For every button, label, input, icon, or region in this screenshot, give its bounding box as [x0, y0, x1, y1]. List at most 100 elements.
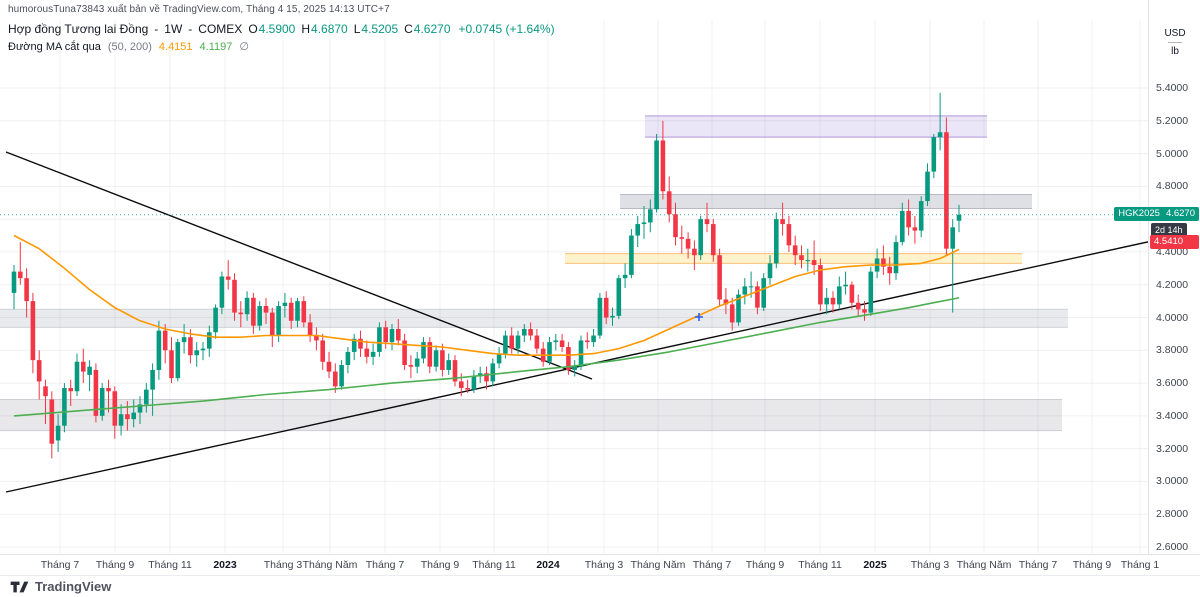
candle-body: [585, 340, 590, 343]
candle-body: [862, 309, 867, 313]
price-tick-label: 3.6000: [1156, 377, 1189, 390]
candle-body: [572, 366, 577, 370]
candle-body: [937, 132, 943, 138]
candle-body: [213, 307, 218, 333]
candle-body: [377, 327, 382, 352]
price-tick-label: 3.8000: [1156, 344, 1189, 357]
candle-body: [288, 302, 294, 321]
candle-body: [578, 340, 584, 367]
candle-body: [509, 335, 514, 349]
candle-body: [87, 366, 92, 375]
candle-body: [843, 284, 848, 287]
zone-support-3.40[interactable]: [0, 399, 1062, 431]
symbol-title: Hợp đồng Tương lai Đồng: [8, 22, 149, 36]
candle-body: [887, 266, 892, 274]
tradingview-logo-icon[interactable]: [10, 580, 29, 594]
candle-body: [194, 350, 199, 356]
candle-body: [320, 340, 325, 362]
candle-body: [818, 265, 823, 305]
symbol-legend[interactable]: Hợp đồng Tương lai Đồng - 1W - COMEX O 4.…: [8, 22, 555, 36]
ma50-line[interactable]: [13, 234, 960, 357]
time-axis[interactable]: Tháng 7 Tháng 9 Tháng 11 2023 Tháng 3 Tháng N…: [0, 554, 1159, 575]
zone-support-4.00[interactable]: [0, 309, 1068, 328]
candle-body: [918, 201, 924, 231]
candle-body: [251, 297, 256, 326]
price-tick-label: 3.0000: [1156, 475, 1189, 488]
candle-body: [717, 255, 722, 300]
price-tick-label: 2.8000: [1156, 508, 1189, 521]
candle-body: [414, 358, 420, 367]
ma-cross-value: ∅: [239, 41, 249, 53]
ohlc-open: O 4.5900: [248, 22, 296, 36]
candle-body: [931, 137, 937, 172]
candle-body: [301, 301, 307, 323]
time-axis-label: 2025: [863, 559, 887, 571]
candle-body: [30, 301, 36, 361]
candle-body: [515, 335, 521, 349]
exchange-label: COMEX: [198, 22, 243, 36]
candle-body: [811, 260, 817, 266]
candle-body: [93, 369, 99, 416]
current-price-badge: HGK2025 4.6270: [1114, 207, 1199, 221]
candle-body: [496, 353, 502, 364]
time-axis-label: Tháng 9: [95, 559, 135, 571]
timeframe-label[interactable]: 1W: [164, 22, 183, 36]
candle-body: [503, 335, 508, 354]
candle-body: [118, 414, 124, 426]
candle-body: [314, 335, 319, 341]
candle-body: [459, 381, 464, 388]
price-axis[interactable]: USD lb 5.4000 5.2000 5.0000 4.8000 4.4000 4.2…: [1114, 0, 1200, 554]
candle-body: [597, 297, 603, 336]
candle-body: [736, 294, 741, 323]
candle-body: [591, 335, 596, 343]
ma50-value: 4.4151: [158, 41, 193, 53]
candle-body: [956, 214, 962, 221]
candle-body: [421, 342, 426, 359]
candle-body: [232, 279, 237, 313]
zone-resistance-mid[interactable]: [620, 194, 1032, 209]
candle-body: [566, 347, 571, 370]
descending-trendline[interactable]: [5, 151, 593, 380]
candle-body: [396, 328, 401, 341]
candle-body: [471, 376, 477, 390]
legend-separator: -: [188, 22, 193, 36]
candle-body: [125, 414, 130, 420]
tradingview-brand-text[interactable]: TradingView: [35, 579, 112, 594]
candle-body: [616, 278, 622, 316]
candle-body: [635, 224, 640, 236]
time-axis-label: Tháng Năm: [302, 559, 358, 571]
candle-body: [906, 210, 911, 228]
candle-body: [610, 315, 615, 318]
candle-body: [805, 260, 811, 262]
candle-body: [18, 271, 23, 279]
zone-support-cream[interactable]: [565, 253, 1022, 264]
candle-body: [408, 365, 414, 367]
axis-corner: [1148, 554, 1200, 575]
candle-body: [24, 278, 29, 302]
candle-body: [175, 342, 181, 379]
candle-body: [641, 222, 647, 225]
contract-symbol: HGK2025: [1118, 208, 1160, 219]
footer: TradingView: [0, 575, 1200, 597]
candle-body: [830, 297, 836, 305]
candle-body: [849, 284, 855, 303]
time-axis-label: Tháng Năm: [630, 559, 686, 571]
candle-body: [345, 351, 351, 366]
price-tick-label: 5.2000: [1156, 114, 1189, 127]
candle-body: [666, 191, 672, 215]
zone-resistance-upper[interactable]: [645, 115, 987, 138]
change-value: +0.0745 (+1.64%): [458, 22, 555, 36]
price-tick-label: 4.2000: [1156, 278, 1189, 291]
bar-close-countdown-badge: 2d 14h: [1151, 223, 1187, 237]
price-chart-canvas[interactable]: [0, 0, 1148, 554]
price-tick-label: 5.4000: [1156, 82, 1189, 94]
price-unit: USD lb: [1149, 27, 1200, 58]
time-axis-label: Tháng 11: [798, 559, 842, 571]
time-axis-label: Tháng 7: [365, 559, 405, 571]
candle-body: [925, 171, 930, 202]
ma200-line[interactable]: [13, 297, 960, 417]
candle-body: [742, 286, 748, 295]
candle-body: [723, 299, 729, 305]
candle-body: [74, 361, 80, 392]
indicator-legend[interactable]: Đường MA cắt qua (50, 200) 4.4151 4.1197…: [8, 40, 555, 53]
